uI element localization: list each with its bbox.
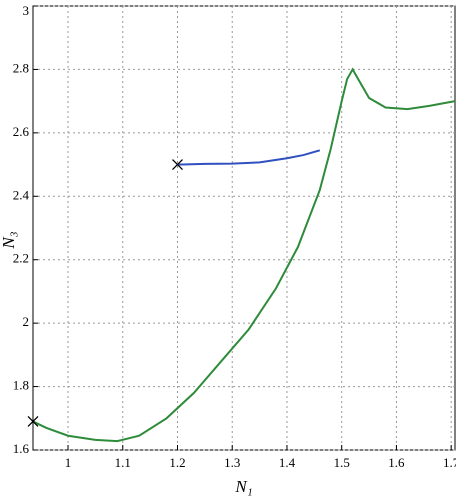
x-tick-label: 1 xyxy=(65,455,72,470)
x-tick-label: 1.1 xyxy=(115,455,131,470)
y-tick-label: 1.8 xyxy=(13,378,29,393)
y-tick-label: 1.6 xyxy=(13,441,30,456)
y-tick-label: 2.2 xyxy=(13,251,29,266)
x-tick-label: 1.3 xyxy=(224,455,240,470)
y-tick-label: 2.6 xyxy=(13,124,30,139)
x-tick-label: 1.6 xyxy=(388,455,405,470)
line-series xyxy=(177,149,321,166)
y-tick-label: 3 xyxy=(23,3,30,18)
y-tick-label: 2 xyxy=(23,314,30,329)
x-tick-label: 1.7 xyxy=(443,455,456,470)
y-tick-label: 2.4 xyxy=(13,187,30,202)
x-tick-label: 1.5 xyxy=(334,455,350,470)
y-tick-label: 2.8 xyxy=(13,60,29,75)
plot-frame xyxy=(32,5,456,451)
y-axis-label: N₃ xyxy=(0,231,18,249)
start-marker xyxy=(172,159,183,171)
line-series xyxy=(32,67,456,443)
start-marker xyxy=(27,415,39,427)
x-tick-label: 1.4 xyxy=(279,455,296,470)
x-axis-label: N₁ xyxy=(234,477,252,496)
x-tick-label: 1.2 xyxy=(169,455,185,470)
